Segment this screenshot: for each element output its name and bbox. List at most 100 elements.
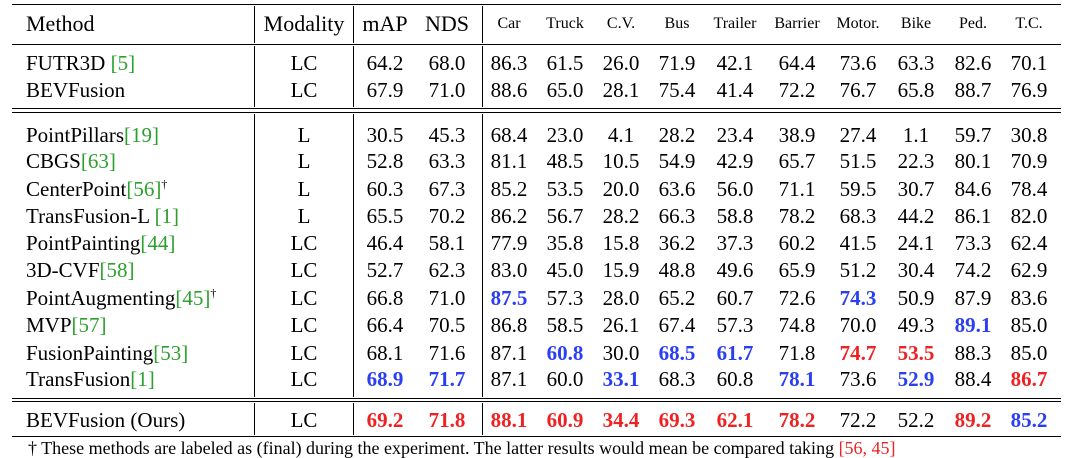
- modality-cell: LC: [290, 231, 318, 255]
- value-car: 77.9: [490, 231, 528, 255]
- header-rule: [12, 44, 1061, 45]
- value-motor: 41.5: [839, 231, 877, 255]
- citation-link[interactable]: [1]: [130, 367, 155, 391]
- value-bus: 63.6: [658, 177, 696, 201]
- modality-cell: LC: [290, 258, 318, 282]
- table-footnote: † These methods are labeled as (final) d…: [28, 438, 896, 458]
- citation-link[interactable]: [45]: [175, 286, 211, 310]
- value-map: 68.9: [366, 367, 404, 391]
- value-map: 52.7: [366, 258, 404, 282]
- method-label: BEVFusion (Ours): [26, 408, 186, 432]
- method-name: BEVFusion (Ours): [26, 407, 185, 433]
- citation-link[interactable]: [63]: [80, 149, 116, 173]
- method-name: PointPillars[19]: [26, 122, 159, 148]
- header-barrier: Barrier: [774, 15, 820, 32]
- table-row: FUTR3D [5] LC 64.2 68.0 86.3 61.5 26.0 71.9 42.1…: [12, 50, 1073, 76]
- value-trailer: 41.4: [716, 78, 754, 102]
- table-row: CenterPoint[56]† L 60.3 67.3 85.2 53.5 20.0 63.…: [12, 176, 1073, 202]
- value-truck: 53.5: [546, 177, 584, 201]
- value-car: 68.4: [490, 123, 528, 147]
- value-barrier: 38.9: [778, 123, 816, 147]
- value-t-c: 83.6: [1010, 286, 1048, 310]
- value-bike: 22.3: [897, 149, 935, 173]
- value-truck: 23.0: [546, 123, 584, 147]
- modality-separator: [353, 403, 354, 435]
- value-barrier: 74.8: [778, 313, 816, 337]
- modality-cell: LC: [290, 313, 318, 337]
- citation-link[interactable]: [19]: [124, 123, 160, 147]
- value-truck: 60.8: [546, 341, 584, 365]
- value-barrier: 65.9: [778, 258, 816, 282]
- value-ped: 88.4: [954, 367, 992, 391]
- method-label: FusionPainting: [26, 341, 154, 365]
- modality-separator: [353, 6, 354, 43]
- value-trailer: 57.3: [716, 313, 754, 337]
- value-c-v: 34.4: [602, 408, 640, 432]
- modality-cell: LC: [290, 408, 318, 432]
- value-motor: 73.6: [839, 51, 877, 75]
- value-bike: 49.3: [897, 313, 935, 337]
- citation-link[interactable]: [44]: [140, 231, 176, 255]
- value-t-c: 76.9: [1010, 78, 1048, 102]
- value-map: 46.4: [366, 231, 404, 255]
- value-map: 30.5: [366, 123, 404, 147]
- value-ped: 89.1: [954, 313, 992, 337]
- value-ped: 87.9: [954, 286, 992, 310]
- value-map: 67.9: [366, 78, 404, 102]
- value-barrier: 72.2: [778, 78, 816, 102]
- modality-cell: LC: [290, 51, 318, 75]
- value-c-v: 4.1: [607, 123, 635, 147]
- value-nds: 70.5: [428, 313, 466, 337]
- value-trailer: 42.9: [716, 149, 754, 173]
- modality-separator: [353, 46, 354, 107]
- method-separator: [254, 46, 255, 107]
- value-nds: 71.8: [428, 408, 466, 432]
- table-row: MVP[57] LC 66.4 70.5 86.8 58.5 26.1 67.4 57.3 74.…: [12, 312, 1073, 338]
- header-nds: NDS: [424, 11, 469, 36]
- table-row: BEVFusion (Ours) LC 69.2 71.8 88.1 60.9 34.4 69…: [12, 407, 1073, 433]
- value-nds: 70.2: [428, 204, 466, 228]
- value-bus: 65.2: [658, 286, 696, 310]
- citation-link[interactable]: [5]: [110, 51, 136, 75]
- value-ped: 89.2: [954, 408, 992, 432]
- method-name: FUTR3D [5]: [26, 50, 135, 76]
- value-ped: 82.6: [954, 51, 992, 75]
- value-car: 88.1: [490, 408, 528, 432]
- footnote-text: † These methods are labeled as (final) d…: [28, 438, 835, 458]
- value-motor: 51.5: [839, 149, 877, 173]
- value-ped: 73.3: [954, 231, 992, 255]
- metric-separator: [482, 46, 483, 107]
- citation-link[interactable]: [57]: [71, 313, 107, 337]
- value-c-v: 30.0: [602, 341, 640, 365]
- value-c-v: 10.5: [602, 149, 640, 173]
- method-name: TransFusion[1]: [26, 366, 155, 392]
- citation-link[interactable]: [53]: [153, 341, 189, 365]
- value-t-c: 82.0: [1010, 204, 1048, 228]
- citation-link[interactable]: [58]: [99, 258, 135, 282]
- value-trailer: 37.3: [716, 231, 754, 255]
- citation-link[interactable]: [1]: [154, 204, 180, 228]
- value-truck: 57.3: [546, 286, 584, 310]
- value-map: 69.2: [366, 408, 404, 432]
- value-t-c: 62.9: [1010, 258, 1048, 282]
- value-bus: 28.2: [658, 123, 696, 147]
- value-bike: 52.9: [897, 367, 935, 391]
- value-bike: 50.9: [897, 286, 935, 310]
- method-separator: [254, 403, 255, 435]
- modality-cell: L: [297, 204, 311, 228]
- metric-separator: [482, 403, 483, 435]
- value-bus: 69.3: [658, 408, 696, 432]
- value-map: 64.2: [366, 51, 404, 75]
- table-row: CBGS[63] L 52.8 63.3 81.1 48.5 10.5 54.9 42.9 65.…: [12, 148, 1073, 174]
- value-trailer: 23.4: [716, 123, 754, 147]
- citation-link[interactable]: [56]: [126, 177, 162, 201]
- value-t-c: 85.0: [1010, 313, 1048, 337]
- value-motor: 74.7: [839, 341, 877, 365]
- value-c-v: 15.9: [602, 258, 640, 282]
- value-car: 87.5: [490, 286, 528, 310]
- method-label: CBGS: [26, 149, 81, 173]
- value-bike: 53.5: [897, 341, 935, 365]
- value-trailer: 58.8: [716, 204, 754, 228]
- modality-cell: L: [297, 149, 311, 173]
- metric-separator: [482, 6, 483, 43]
